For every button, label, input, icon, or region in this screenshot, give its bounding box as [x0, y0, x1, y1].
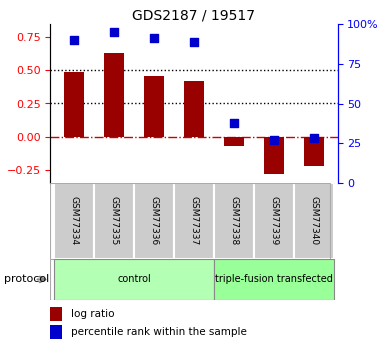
Point	[191, 39, 197, 45]
Text: GSM77334: GSM77334	[70, 196, 79, 245]
Bar	[54, 183, 94, 259]
Point	[231, 120, 237, 125]
Title: GDS2187 / 19517: GDS2187 / 19517	[132, 9, 256, 23]
Text: protocol: protocol	[4, 275, 49, 284]
Bar	[214, 183, 254, 259]
Bar	[304, 137, 324, 166]
Bar	[134, 183, 174, 259]
Text: GSM77340: GSM77340	[309, 196, 318, 245]
Point	[71, 37, 78, 43]
Bar	[254, 183, 294, 259]
Point	[310, 136, 317, 141]
Bar	[184, 81, 204, 137]
Bar	[294, 183, 334, 259]
Bar	[54, 259, 214, 300]
Text: GSM77339: GSM77339	[269, 196, 278, 245]
Text: control: control	[117, 275, 151, 284]
Text: GSM77337: GSM77337	[189, 196, 199, 245]
Text: GSM77335: GSM77335	[110, 196, 119, 245]
Text: log ratio: log ratio	[71, 309, 114, 319]
Point	[111, 29, 117, 35]
Bar	[264, 137, 284, 174]
Bar	[94, 183, 134, 259]
Text: triple-fusion transfected: triple-fusion transfected	[215, 275, 333, 284]
Bar	[174, 183, 214, 259]
Bar	[64, 72, 84, 137]
Bar	[50, 307, 62, 321]
Point	[271, 137, 277, 143]
Bar	[104, 53, 124, 137]
Bar	[144, 76, 164, 137]
Bar	[50, 325, 62, 338]
Point	[151, 36, 157, 41]
Text: GSM77336: GSM77336	[150, 196, 159, 245]
Text: GSM77338: GSM77338	[229, 196, 238, 245]
Text: percentile rank within the sample: percentile rank within the sample	[71, 327, 246, 337]
Bar	[224, 137, 244, 146]
Bar	[214, 259, 334, 300]
